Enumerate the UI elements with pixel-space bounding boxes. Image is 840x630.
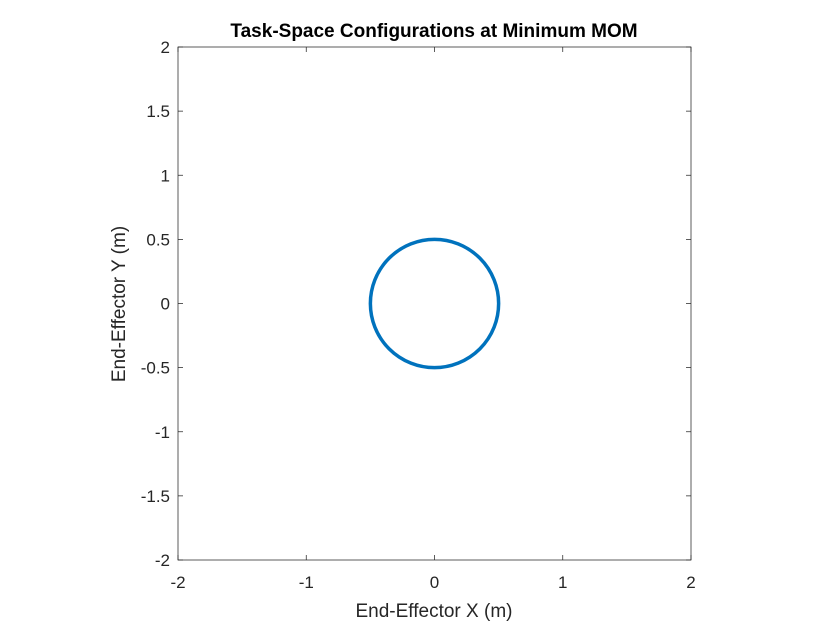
y-tick-label: 0 <box>161 295 170 314</box>
chart-title: Task-Space Configurations at Minimum MOM <box>230 21 637 42</box>
x-ticks <box>177 47 692 560</box>
y-tick-labels: -2 -1.5 -1 -0.5 0 0.5 1 1.5 2 <box>141 38 170 570</box>
x-tick-label: 0 <box>430 573 439 592</box>
series-circle <box>368 237 501 370</box>
y-tick-label: -1.5 <box>141 487 170 506</box>
x-tick-label: -2 <box>170 573 185 592</box>
x-tick-label: 1 <box>558 573 567 592</box>
y-tick-label: 1.5 <box>146 102 170 121</box>
plot-area <box>177 46 692 561</box>
x-tick-label: -1 <box>299 573 314 592</box>
y-ticks <box>178 46 691 561</box>
y-tick-label: -1 <box>155 423 170 442</box>
series-layer <box>368 237 501 370</box>
x-axis-label: End-Effector X (m) <box>356 601 513 622</box>
x-tick-labels: -2 -1 0 1 2 <box>170 573 695 592</box>
y-tick-label: -2 <box>155 551 170 570</box>
x-tick-label: 2 <box>686 573 695 592</box>
y-axis-label: End-Effector Y (m) <box>109 226 130 382</box>
y-tick-label: 0.5 <box>146 230 170 249</box>
y-tick-label: 1 <box>161 166 170 185</box>
y-tick-label: -0.5 <box>141 359 170 378</box>
y-tick-label: 2 <box>161 38 170 57</box>
